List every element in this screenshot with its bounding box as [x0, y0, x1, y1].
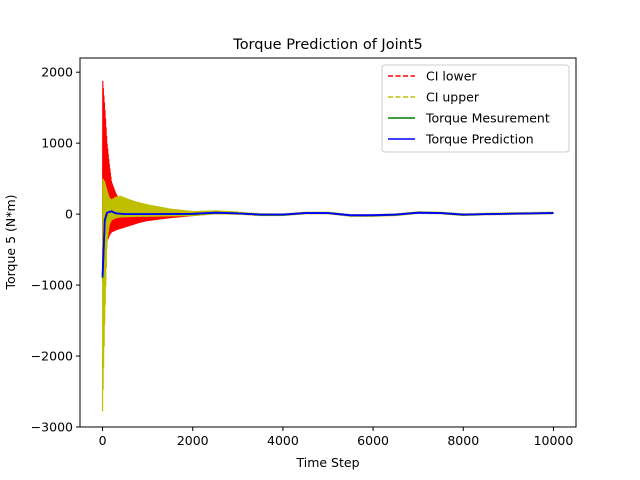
legend-label: CI upper: [426, 90, 480, 105]
y-tick-label: 2000: [41, 65, 73, 80]
x-axis: 0 2000 4000 6000 8000 10000: [99, 427, 574, 448]
series-line-torque-mesurement: [101, 210, 554, 279]
x-tick-label: 0: [99, 433, 107, 448]
legend: CI lower CI upper Torque Mesurement Torque …: [381, 64, 570, 153]
x-tick-label: 8000: [447, 433, 479, 448]
legend-label: Torque Prediction: [425, 132, 534, 147]
x-tick-label: 10000: [534, 433, 574, 448]
y-tick-label: 0: [65, 207, 73, 222]
legend-frame: [381, 64, 570, 153]
y-tick-label: −2000: [31, 349, 73, 364]
x-tick-label: 4000: [267, 433, 299, 448]
series-line-torque-prediction: [101, 210, 554, 277]
y-tick-label: 1000: [41, 136, 73, 151]
x-tick-label: 6000: [357, 433, 389, 448]
y-axis-label: Torque 5 (N*m): [3, 194, 18, 290]
legend-label: Torque Mesurement: [425, 111, 550, 126]
x-tick-label: 2000: [177, 433, 209, 448]
y-axis: −3000 −2000 −1000 0 1000 2000: [31, 65, 80, 435]
y-tick-label: −1000: [31, 278, 73, 293]
chart-title: Torque Prediction of Joint5: [232, 37, 422, 53]
plot-frame: [79, 57, 577, 428]
legend-label: CI lower: [426, 69, 477, 84]
series-layer: [101, 80, 554, 412]
x-axis-label: Time Step: [295, 455, 359, 470]
y-tick-label: −3000: [31, 420, 73, 435]
